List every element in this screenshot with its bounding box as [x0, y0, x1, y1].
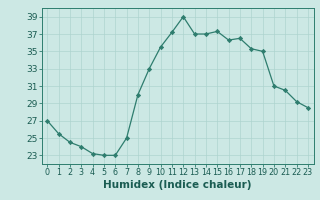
X-axis label: Humidex (Indice chaleur): Humidex (Indice chaleur) [103, 180, 252, 190]
